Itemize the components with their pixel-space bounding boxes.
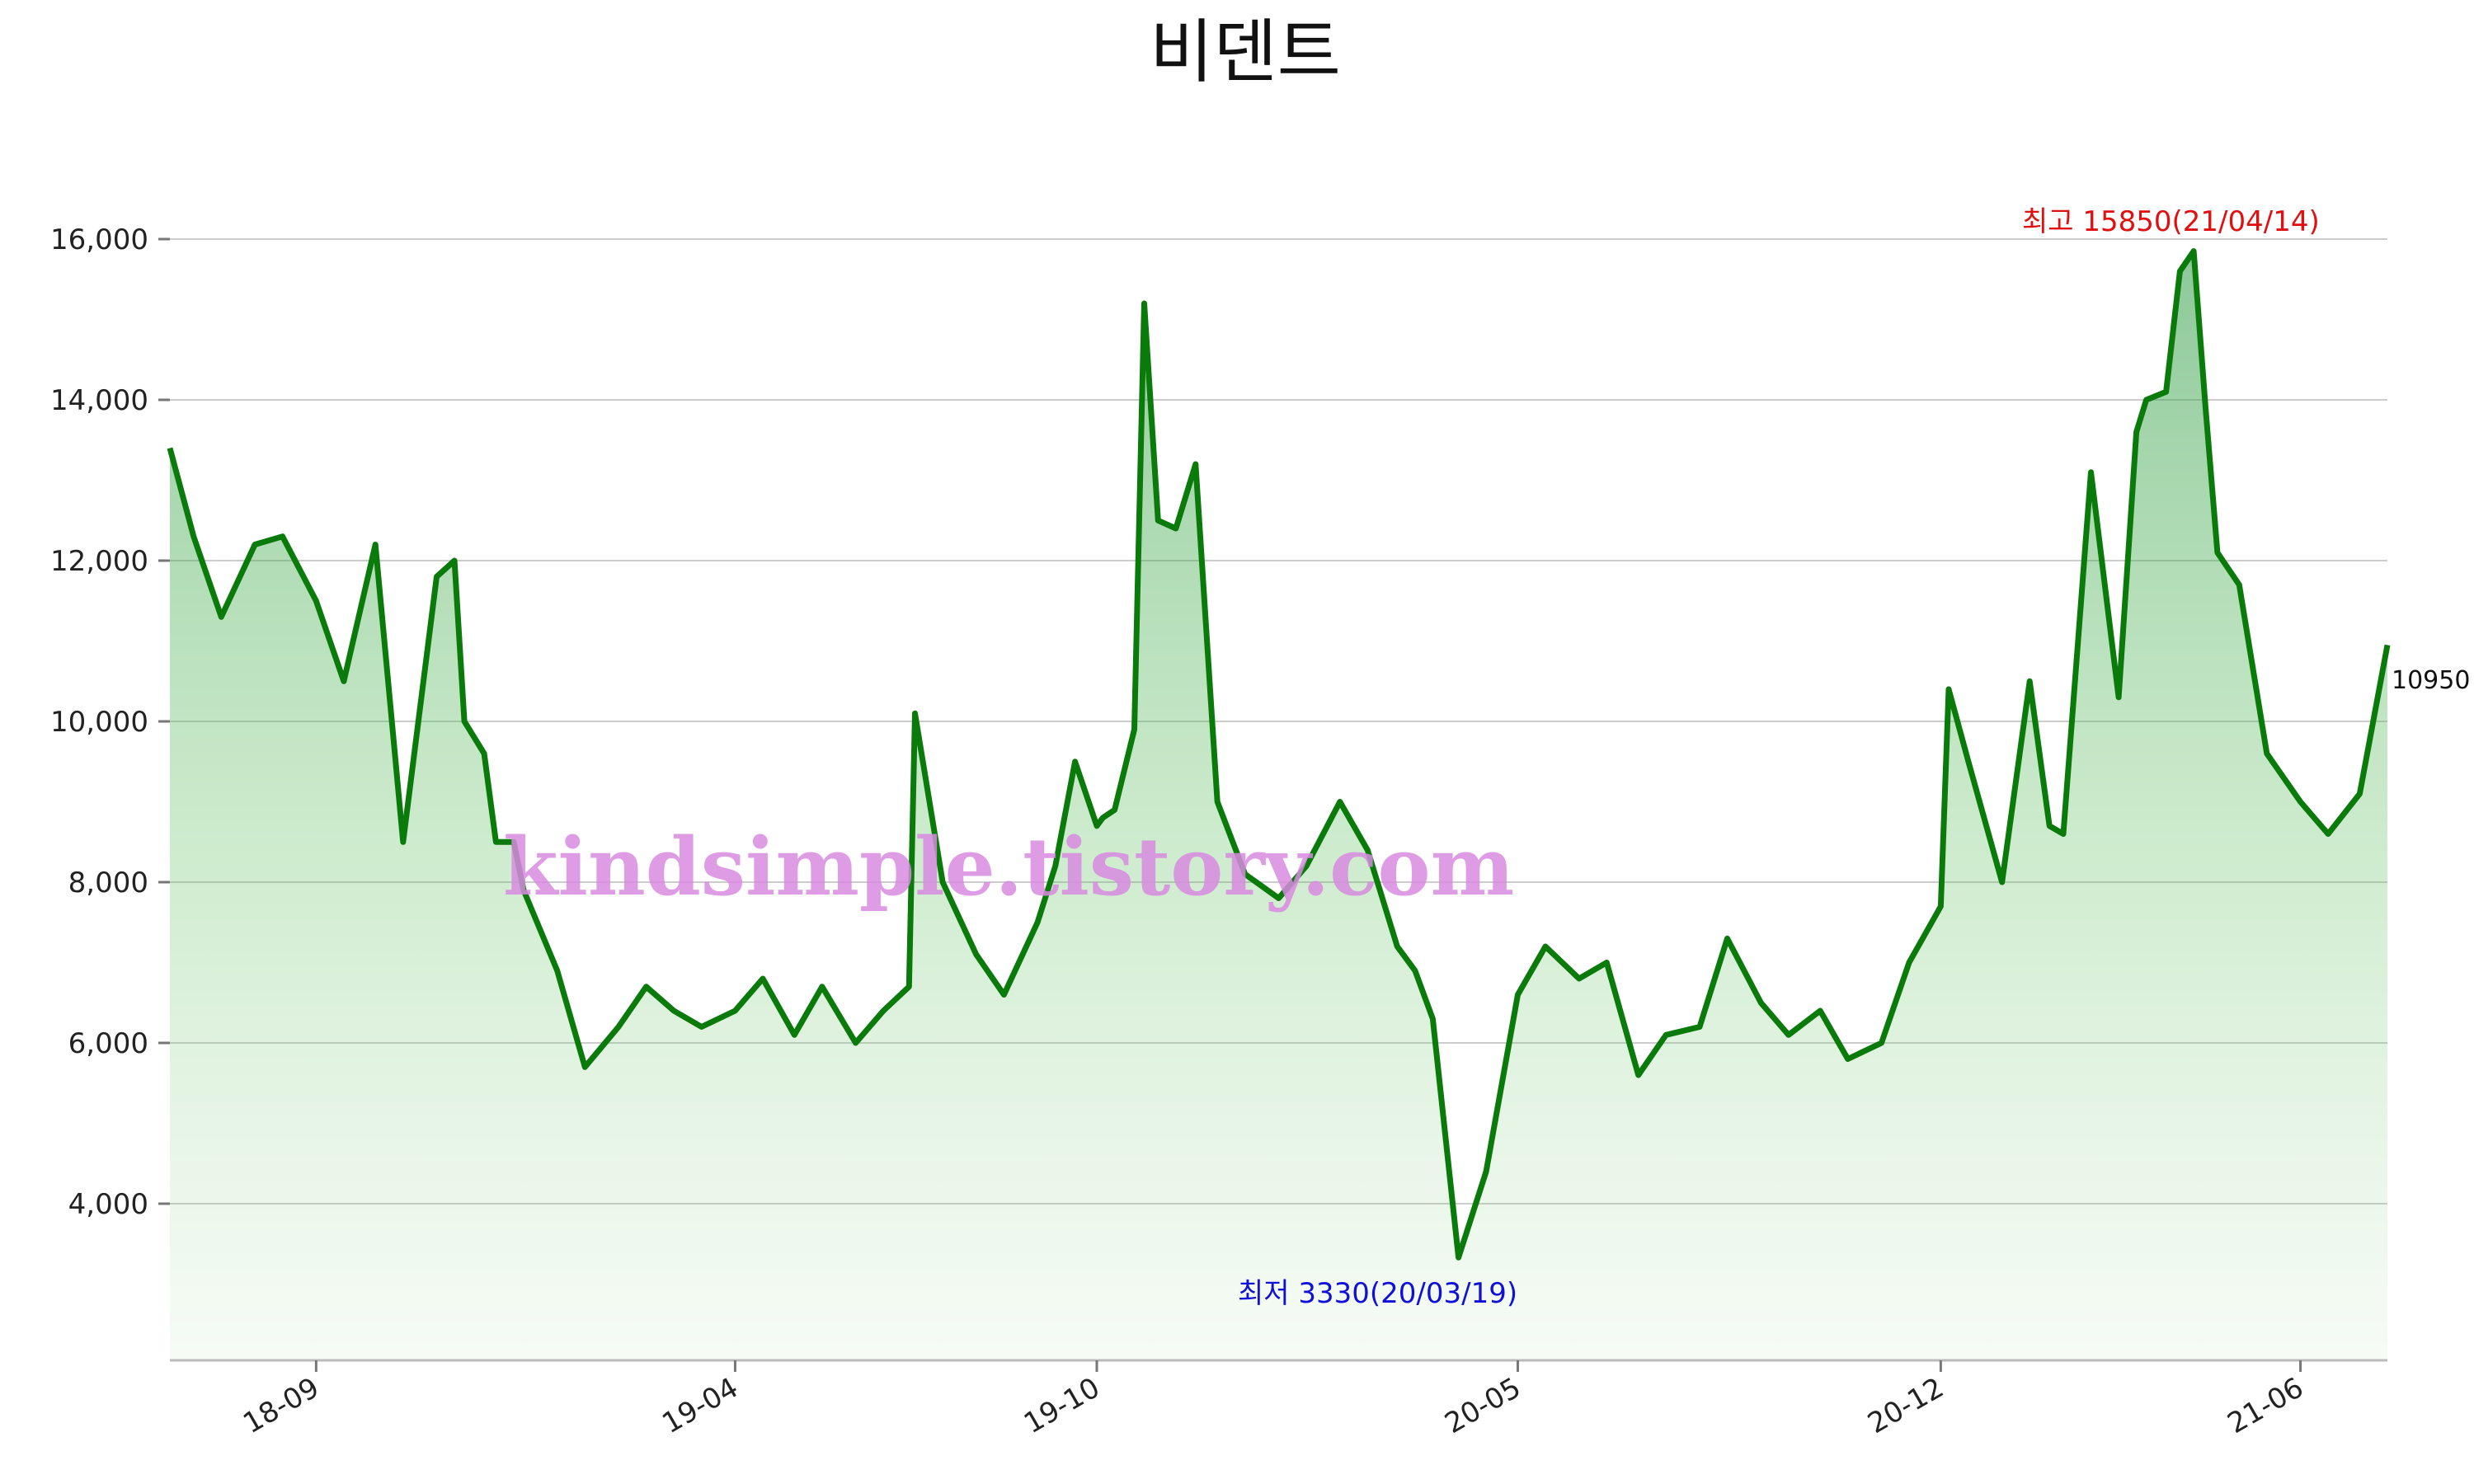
high-annotation: 최고 15850(21/04/14) <box>2022 205 2320 238</box>
chart-title: 비덴트 <box>1150 12 1341 92</box>
y-tick-label: 12,000 <box>50 545 148 578</box>
y-tick-label: 4,000 <box>68 1188 148 1221</box>
y-tick-label: 6,000 <box>68 1027 148 1060</box>
low-annotation: 최저 3330(20/03/19) <box>1238 1277 1517 1310</box>
x-tick-label: 21-06 <box>2222 1371 2309 1440</box>
x-tick-label: 18-09 <box>238 1371 325 1440</box>
price-area-fill <box>170 251 2387 1361</box>
x-axis-ticks: 18-09 19-04 19-10 20-05 20-12 21-06 <box>238 1360 2309 1440</box>
y-tick-label: 14,000 <box>50 384 148 417</box>
x-tick-label: 19-10 <box>1018 1371 1106 1440</box>
x-tick-label: 20-12 <box>1862 1371 1950 1440</box>
price-line <box>167 248 2391 1261</box>
y-axis-ticks: 4,000 6,000 8,000 10,000 12,000 14,000 16,000 <box>50 223 170 1221</box>
watermark: kindsimple.tistory.com <box>503 820 1514 913</box>
y-tick-label: 16,000 <box>50 223 148 256</box>
y-tick-label: 8,000 <box>68 866 148 899</box>
x-tick-label: 19-04 <box>656 1371 744 1440</box>
x-tick-label: 20-05 <box>1439 1371 1526 1440</box>
last-value-label: 10950 <box>2392 666 2470 695</box>
y-tick-label: 10,000 <box>50 706 148 739</box>
